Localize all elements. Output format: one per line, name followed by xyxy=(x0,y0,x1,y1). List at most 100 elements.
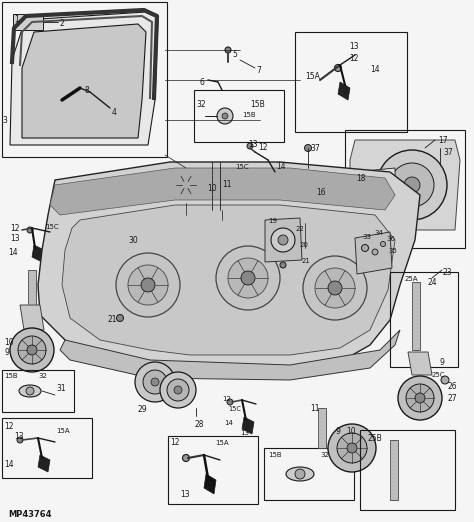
Circle shape xyxy=(182,181,190,189)
Text: 12: 12 xyxy=(4,422,13,431)
Text: 15B: 15B xyxy=(4,373,18,379)
Text: 12: 12 xyxy=(10,224,19,233)
Circle shape xyxy=(241,271,255,285)
Polygon shape xyxy=(62,205,395,355)
Text: 12: 12 xyxy=(258,143,267,152)
Text: 33: 33 xyxy=(362,234,371,240)
Text: 5: 5 xyxy=(232,50,237,59)
Bar xyxy=(345,130,465,248)
Text: 25B: 25B xyxy=(368,434,383,443)
Text: 13: 13 xyxy=(10,234,19,243)
Circle shape xyxy=(151,378,159,386)
Text: 32: 32 xyxy=(196,100,206,109)
Bar xyxy=(295,32,407,132)
Text: 14: 14 xyxy=(370,65,380,74)
Circle shape xyxy=(174,386,182,394)
Circle shape xyxy=(299,189,311,201)
Circle shape xyxy=(27,227,33,233)
Text: 14: 14 xyxy=(204,482,214,491)
Text: 11: 11 xyxy=(222,180,231,189)
Text: 28: 28 xyxy=(195,420,204,429)
Circle shape xyxy=(117,314,124,322)
Polygon shape xyxy=(212,162,220,210)
Bar xyxy=(2,2,167,157)
Text: 14: 14 xyxy=(4,460,14,469)
Circle shape xyxy=(287,177,323,213)
Polygon shape xyxy=(20,305,44,330)
Circle shape xyxy=(372,249,378,255)
Text: 17: 17 xyxy=(438,136,447,145)
Polygon shape xyxy=(355,168,395,204)
Circle shape xyxy=(277,167,333,223)
Text: 27: 27 xyxy=(448,394,457,403)
Text: 18: 18 xyxy=(356,174,365,183)
Text: 15C: 15C xyxy=(228,406,241,412)
Circle shape xyxy=(217,108,233,124)
Polygon shape xyxy=(390,440,398,500)
Text: 22: 22 xyxy=(296,226,305,232)
Text: 35: 35 xyxy=(388,248,397,254)
Circle shape xyxy=(182,455,190,461)
Text: 15C: 15C xyxy=(235,164,249,170)
Bar xyxy=(2,418,92,478)
Bar xyxy=(2,370,74,412)
Text: 8: 8 xyxy=(85,86,90,95)
Circle shape xyxy=(303,256,367,320)
Text: 14: 14 xyxy=(276,162,286,171)
Text: 13: 13 xyxy=(180,490,190,499)
Text: 36: 36 xyxy=(386,236,395,242)
Text: 14: 14 xyxy=(224,420,233,426)
Text: MP43764: MP43764 xyxy=(8,510,52,519)
Text: 21: 21 xyxy=(108,315,118,324)
Text: 25A: 25A xyxy=(405,276,419,282)
Circle shape xyxy=(335,65,341,72)
Circle shape xyxy=(26,387,34,395)
Text: 12: 12 xyxy=(222,396,231,402)
Circle shape xyxy=(328,424,376,472)
Text: 13: 13 xyxy=(240,430,249,436)
Text: 16: 16 xyxy=(316,188,326,197)
Circle shape xyxy=(299,189,311,201)
Circle shape xyxy=(347,443,357,453)
Circle shape xyxy=(415,393,425,403)
Text: 15A: 15A xyxy=(215,440,228,446)
Text: 15B: 15B xyxy=(250,100,265,109)
Circle shape xyxy=(116,253,180,317)
Bar xyxy=(168,436,258,504)
Text: 30: 30 xyxy=(128,236,138,245)
Text: 15A: 15A xyxy=(305,72,320,81)
Circle shape xyxy=(18,336,46,364)
Text: 37: 37 xyxy=(310,144,320,153)
Polygon shape xyxy=(338,82,350,100)
Text: 21: 21 xyxy=(302,258,311,264)
Circle shape xyxy=(337,433,367,463)
Polygon shape xyxy=(318,408,326,448)
Text: 12: 12 xyxy=(170,438,180,447)
Circle shape xyxy=(390,163,434,207)
Text: 15C: 15C xyxy=(45,224,59,230)
Text: 6: 6 xyxy=(200,78,205,87)
Text: 10: 10 xyxy=(207,184,217,193)
Circle shape xyxy=(10,328,54,372)
Polygon shape xyxy=(60,330,400,380)
Circle shape xyxy=(362,244,368,252)
Circle shape xyxy=(406,384,434,412)
Circle shape xyxy=(160,372,196,408)
Circle shape xyxy=(128,265,168,305)
Circle shape xyxy=(143,370,167,394)
Text: 14: 14 xyxy=(8,248,18,257)
Text: 32: 32 xyxy=(38,373,47,379)
Text: 9: 9 xyxy=(440,358,445,367)
Text: 20: 20 xyxy=(300,242,309,248)
Polygon shape xyxy=(265,218,302,262)
Circle shape xyxy=(228,258,268,298)
Circle shape xyxy=(176,175,196,195)
Text: 15B: 15B xyxy=(242,112,255,118)
Polygon shape xyxy=(408,352,432,375)
Polygon shape xyxy=(412,282,420,350)
Ellipse shape xyxy=(19,385,41,397)
Bar xyxy=(13,14,43,30)
Text: 2: 2 xyxy=(60,19,65,28)
Circle shape xyxy=(377,150,447,220)
Circle shape xyxy=(437,145,444,151)
